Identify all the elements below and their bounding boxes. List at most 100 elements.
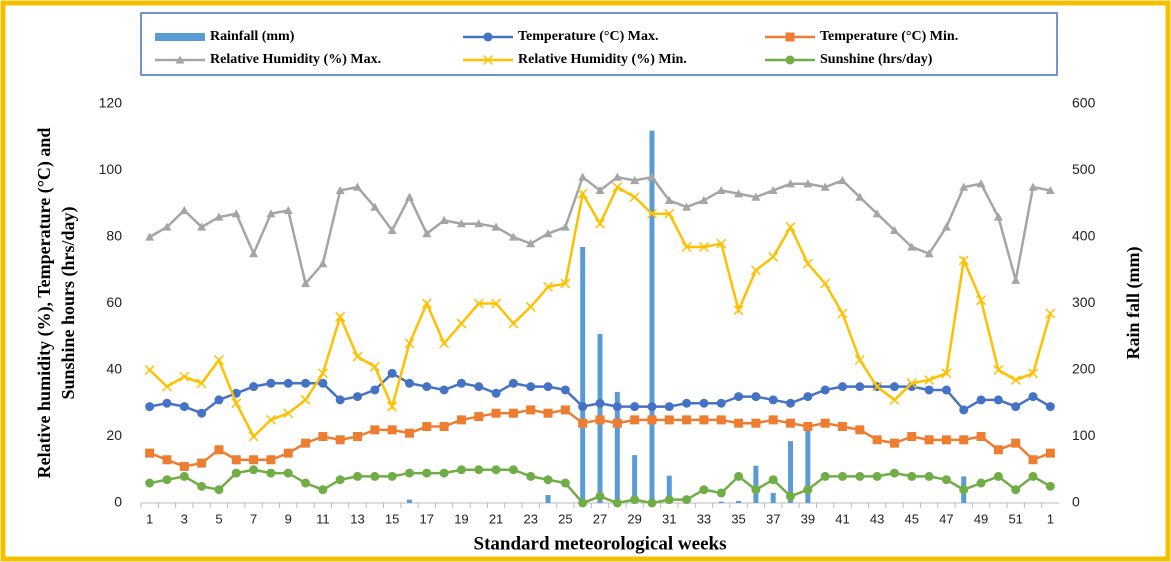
point-marker: [907, 432, 917, 441]
point-marker: [820, 385, 830, 395]
point-marker: [353, 471, 363, 481]
point-marker: [595, 398, 605, 408]
point-marker: [145, 402, 155, 412]
point-marker: [578, 402, 588, 412]
x-tick-label: 7: [250, 511, 257, 526]
point-marker: [647, 402, 657, 412]
point-marker: [630, 415, 640, 425]
point-marker: [404, 378, 414, 388]
point-marker: [837, 382, 847, 392]
point-marker: [855, 382, 865, 392]
point-marker: [179, 371, 190, 382]
point-marker: [647, 498, 657, 508]
point-marker: [300, 394, 311, 405]
point-marker: [231, 209, 241, 218]
point-marker: [907, 242, 917, 251]
point-marker: [353, 392, 363, 402]
point-marker: [872, 471, 882, 481]
point-marker: [681, 241, 692, 253]
legend-marker: [482, 54, 494, 66]
point-marker: [508, 378, 518, 388]
point-marker: [959, 485, 969, 495]
legend-marker: [175, 55, 185, 64]
bar: [580, 246, 586, 503]
point-marker: [1045, 402, 1055, 412]
point-marker: [161, 381, 173, 392]
point-marker: [906, 378, 917, 389]
point-marker: [768, 395, 778, 405]
x-tick-label: 35: [731, 511, 745, 526]
point-marker: [335, 395, 345, 405]
point-marker: [1028, 455, 1038, 465]
point-marker: [768, 475, 778, 485]
point-marker: [699, 415, 709, 425]
x-axis-title: Standard meteorological weeks: [474, 533, 727, 554]
point-marker: [145, 232, 155, 241]
point-marker: [699, 398, 709, 408]
point-marker: [439, 422, 449, 432]
point-marker: [231, 468, 241, 478]
point-marker: [352, 351, 363, 362]
point-marker: [1028, 471, 1038, 481]
point-marker: [976, 395, 986, 405]
point-marker: [248, 431, 259, 442]
y2-tick-label: 400: [1072, 228, 1096, 244]
point-marker: [421, 298, 432, 309]
point-marker: [1028, 182, 1038, 191]
point-marker: [699, 485, 709, 495]
x-tick-label: 27: [593, 511, 607, 526]
point-marker: [422, 382, 432, 392]
legend-marker: [785, 32, 795, 42]
point-marker: [543, 408, 553, 418]
point-marker: [491, 408, 501, 418]
x-tick-label: 3: [181, 511, 188, 526]
x-tick-label: 25: [558, 511, 572, 526]
point-marker: [249, 465, 259, 475]
y2-tick-label: 500: [1072, 161, 1096, 177]
point-marker: [370, 425, 380, 435]
point-marker: [1011, 275, 1021, 284]
point-marker: [387, 471, 397, 481]
legend-label: Relative Humidity (%) Min.: [518, 52, 687, 67]
x-tick-label: 31: [662, 511, 676, 526]
point-marker: [456, 378, 466, 388]
point-marker: [387, 425, 397, 435]
bar: [406, 499, 412, 503]
bar: [632, 455, 638, 503]
point-marker: [629, 192, 640, 203]
x-tick-label: 17: [420, 511, 434, 526]
point-marker: [265, 414, 276, 425]
x-tick-label: 5: [215, 511, 222, 526]
y2-tick-label: 300: [1072, 294, 1096, 310]
point-marker: [612, 402, 622, 412]
point-marker: [734, 471, 744, 481]
point-marker: [1011, 485, 1021, 495]
point-marker: [612, 498, 622, 508]
point-marker: [213, 354, 224, 366]
point-marker: [682, 495, 692, 505]
point-marker: [543, 475, 553, 485]
point-marker: [526, 239, 536, 248]
point-marker: [924, 374, 935, 386]
x-tick-label: 49: [974, 511, 988, 526]
point-marker: [214, 395, 224, 405]
point-marker: [578, 418, 588, 428]
point-marker: [317, 368, 328, 379]
point-marker: [716, 238, 727, 249]
legend-label: Relative Humidity (%) Max.: [210, 52, 381, 67]
point-marker: [318, 432, 328, 441]
x-tick-label: 1: [1047, 511, 1054, 526]
legend-label: Temperature (°C) Max.: [518, 29, 659, 44]
x-tick-label: 43: [870, 511, 884, 526]
point-marker: [249, 455, 259, 465]
x-tick-label: 23: [523, 511, 537, 526]
point-marker: [734, 392, 744, 402]
point-marker: [716, 398, 726, 408]
x-tick-label: 9: [285, 511, 292, 526]
point-marker: [144, 364, 155, 376]
point-marker: [179, 471, 189, 481]
bar: [666, 475, 672, 503]
point-marker: [1045, 481, 1055, 491]
point-marker: [889, 394, 900, 405]
bar: [545, 495, 551, 503]
